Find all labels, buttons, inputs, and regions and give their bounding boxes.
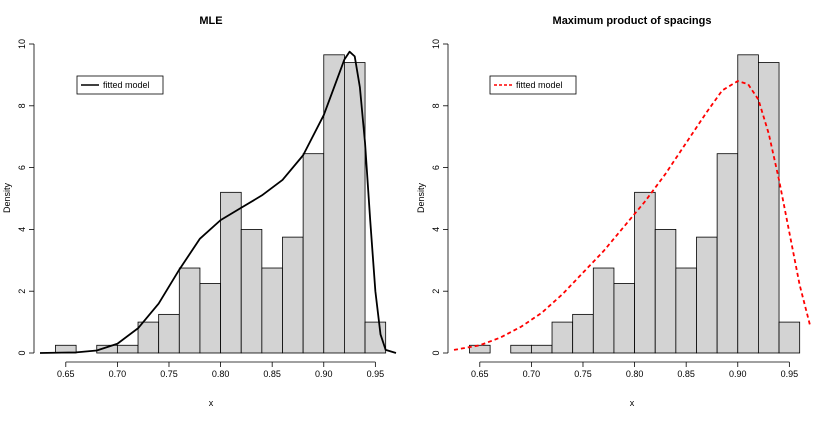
y-axis: 0 2 4 6 8 10 [17,39,35,356]
legend-box [76,75,164,95]
x-axis: 0.65 0.70 0.75 0.80 0.85 0.90 0.95 [471,361,799,379]
histogram-bar [282,236,304,354]
y-tick-label: 4 [17,227,27,232]
histogram-bar [344,62,366,354]
x-tick-label: 0.80 [626,369,644,379]
histogram-bar [220,191,242,354]
histogram-bar [675,267,697,354]
y-axis-label: Density [416,182,426,213]
panel-mps: Maximum product of spacings x Density 0.… [416,15,811,408]
histogram-bar [178,267,201,354]
histogram-bar [758,62,780,354]
x-tick-label: 0.70 [109,369,127,379]
histogram-bar [654,228,677,354]
x-tick-label: 0.85 [677,369,695,379]
x-tick-label: 0.75 [574,369,592,379]
legend-label: fitted model [516,80,563,90]
histogram-bar [530,344,553,354]
histogram-bar [469,344,491,354]
fitted-model-line [453,80,811,351]
histogram-bars [469,54,801,354]
y-tick-label: 10 [17,39,27,49]
fitted-model-line [39,50,397,354]
y-tick-label: 6 [431,165,441,170]
histogram-bar [551,321,574,354]
histogram-bar [737,54,759,354]
y-tick-label: 2 [431,289,441,294]
chart-title: Maximum product of spacings [553,15,712,27]
y-tick-label: 4 [431,227,441,232]
y-tick-label: 0 [17,350,27,355]
y-axis-label: Density [2,182,12,213]
y-tick-label: 8 [431,103,441,108]
x-tick-label: 0.75 [160,369,178,379]
x-tick-label: 0.95 [781,369,799,379]
histogram-bars [55,54,387,354]
histogram-bar [199,283,221,354]
panel-mle: MLE x Density 0.65 0.70 0.75 0.80 0.85 0.90 0.… [2,15,397,408]
x-tick-label: 0.90 [315,369,333,379]
histogram-bar [613,283,635,354]
y-tick-label: 0 [431,350,441,355]
y-tick-label: 2 [17,289,27,294]
histogram-bar [323,54,345,354]
x-tick-label: 0.65 [471,369,489,379]
x-tick-label: 0.90 [729,369,747,379]
histogram-bar [592,267,615,354]
histogram-bar [364,321,387,354]
histogram-bar [261,267,283,354]
x-tick-label: 0.70 [523,369,541,379]
legend: fitted model [489,75,577,95]
fitted-curve [453,80,811,351]
x-axis-label: x [630,398,635,408]
histogram-bar [116,344,139,354]
histogram-bar [572,313,594,354]
histogram-bar [696,236,718,354]
legend-label: fitted model [103,80,150,90]
histogram-bar [510,344,532,354]
legend-box [489,75,577,95]
x-tick-label: 0.80 [212,369,230,379]
histogram-bar [158,313,180,354]
legend: fitted model [76,75,164,95]
histogram-bar [634,191,656,354]
x-tick-label: 0.65 [57,369,75,379]
fitted-curve [39,50,397,354]
y-tick-label: 10 [431,39,441,49]
x-tick-label: 0.85 [263,369,281,379]
histogram-bar [716,153,739,354]
histogram-bar [302,153,325,354]
y-tick-label: 8 [17,103,27,108]
histogram-bar [240,228,263,354]
histogram-bar [778,321,801,354]
x-axis: 0.65 0.70 0.75 0.80 0.85 0.90 0.95 [57,361,385,379]
histogram-bar [137,321,160,354]
x-axis-label: x [209,398,214,408]
chart-title: MLE [199,15,222,27]
y-axis: 0 2 4 6 8 10 [431,39,449,356]
x-tick-label: 0.95 [367,369,385,379]
y-tick-label: 6 [17,165,27,170]
